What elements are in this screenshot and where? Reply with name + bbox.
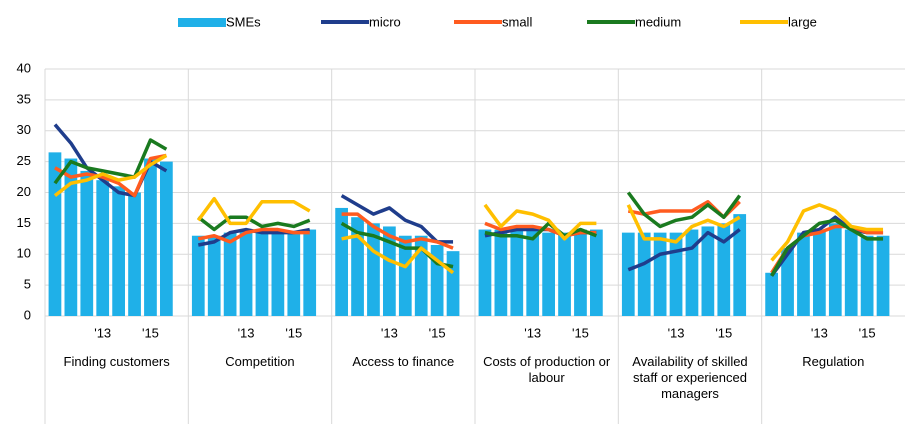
- bar: [797, 232, 810, 316]
- bar: [526, 229, 540, 316]
- line-series: [53, 153, 168, 197]
- line-series: [341, 212, 454, 250]
- y-tick-label: 20: [17, 184, 31, 199]
- x-tick-label: '15: [715, 325, 732, 340]
- line-series: [340, 194, 454, 244]
- bar: [303, 229, 317, 316]
- bar: [860, 235, 874, 316]
- bar: [287, 232, 301, 316]
- bar: [494, 229, 508, 316]
- bar: [876, 235, 890, 316]
- y-tick-label: 30: [17, 122, 31, 137]
- y-tick-label: 10: [17, 246, 31, 261]
- x-tick-label: '15: [859, 325, 876, 340]
- x-tick-label: '13: [94, 325, 111, 340]
- bar: [813, 229, 826, 316]
- x-tick-label: '15: [572, 325, 589, 340]
- bar: [414, 235, 428, 316]
- bar: [223, 232, 237, 316]
- x-tick-label: '13: [381, 325, 398, 340]
- x-tick-label: '13: [524, 325, 541, 340]
- bar: [191, 235, 205, 316]
- bar: [207, 235, 221, 316]
- legend-label: micro: [369, 14, 401, 29]
- bar: [160, 161, 173, 316]
- line-series: [770, 203, 884, 262]
- bar: [685, 229, 699, 316]
- bar: [765, 272, 778, 316]
- bar: [844, 229, 858, 316]
- legend-label: SMEs: [226, 14, 261, 29]
- bar: [590, 229, 603, 316]
- bar: [128, 192, 141, 316]
- bar: [478, 229, 492, 316]
- legend-label: small: [502, 14, 532, 29]
- line-series: [197, 215, 311, 232]
- line-series: [483, 203, 597, 241]
- bar: [701, 226, 715, 316]
- bar: [669, 232, 683, 316]
- y-tick-label: 5: [24, 277, 31, 292]
- y-tick-label: 40: [17, 60, 31, 75]
- line-series: [626, 204, 741, 244]
- line-series: [53, 138, 168, 185]
- bar: [398, 235, 412, 316]
- y-tick-label: 35: [17, 91, 31, 106]
- panel-title: Costs of production or labour: [483, 354, 611, 385]
- x-tick-label: '13: [811, 325, 828, 340]
- line-series: [626, 191, 742, 229]
- bar: [96, 180, 110, 316]
- bar: [383, 226, 396, 316]
- legend-label: large: [788, 14, 817, 29]
- bar: [781, 248, 794, 316]
- bar: [653, 232, 667, 316]
- line-series: [341, 233, 455, 275]
- x-tick-label: '15: [142, 325, 159, 340]
- legend-label: medium: [635, 14, 681, 29]
- x-tick-label: '13: [668, 325, 685, 340]
- bar: [574, 229, 587, 316]
- bar: [112, 186, 125, 316]
- bar: [637, 232, 651, 316]
- x-tick-label: '13: [238, 325, 255, 340]
- bar: [717, 223, 731, 316]
- panel-title: Regulation: [802, 354, 865, 369]
- bar: [351, 217, 364, 316]
- panel-title: Access to finance: [352, 354, 455, 369]
- bar: [64, 158, 78, 316]
- y-tick-label: 15: [17, 215, 31, 230]
- y-tick-label: 25: [17, 153, 31, 168]
- line-series: [197, 227, 310, 244]
- line-series: [484, 221, 598, 241]
- bar: [542, 232, 555, 316]
- bar: [733, 214, 747, 316]
- line-series: [340, 221, 454, 269]
- bar: [621, 232, 635, 316]
- bar: [144, 158, 157, 316]
- x-tick-label: '15: [429, 325, 446, 340]
- panel-title: Availability of skilled staff or experie…: [632, 354, 748, 401]
- bar: [255, 229, 269, 316]
- panel-title: Finding customers: [63, 354, 170, 369]
- bar: [239, 229, 253, 316]
- bar: [271, 229, 285, 316]
- line-series: [484, 221, 597, 238]
- line-series: [770, 218, 884, 277]
- line-series: [627, 228, 741, 272]
- bar: [510, 229, 524, 316]
- bar: [335, 207, 348, 316]
- bar: [558, 232, 571, 316]
- line-series: [196, 196, 311, 226]
- legend-swatch: [178, 18, 226, 27]
- bar: [828, 223, 842, 316]
- y-tick-label: 0: [24, 307, 31, 322]
- bar: [80, 170, 94, 316]
- x-tick-label: '15: [285, 325, 302, 340]
- bar: [446, 251, 460, 316]
- panel-title: Competition: [225, 354, 295, 369]
